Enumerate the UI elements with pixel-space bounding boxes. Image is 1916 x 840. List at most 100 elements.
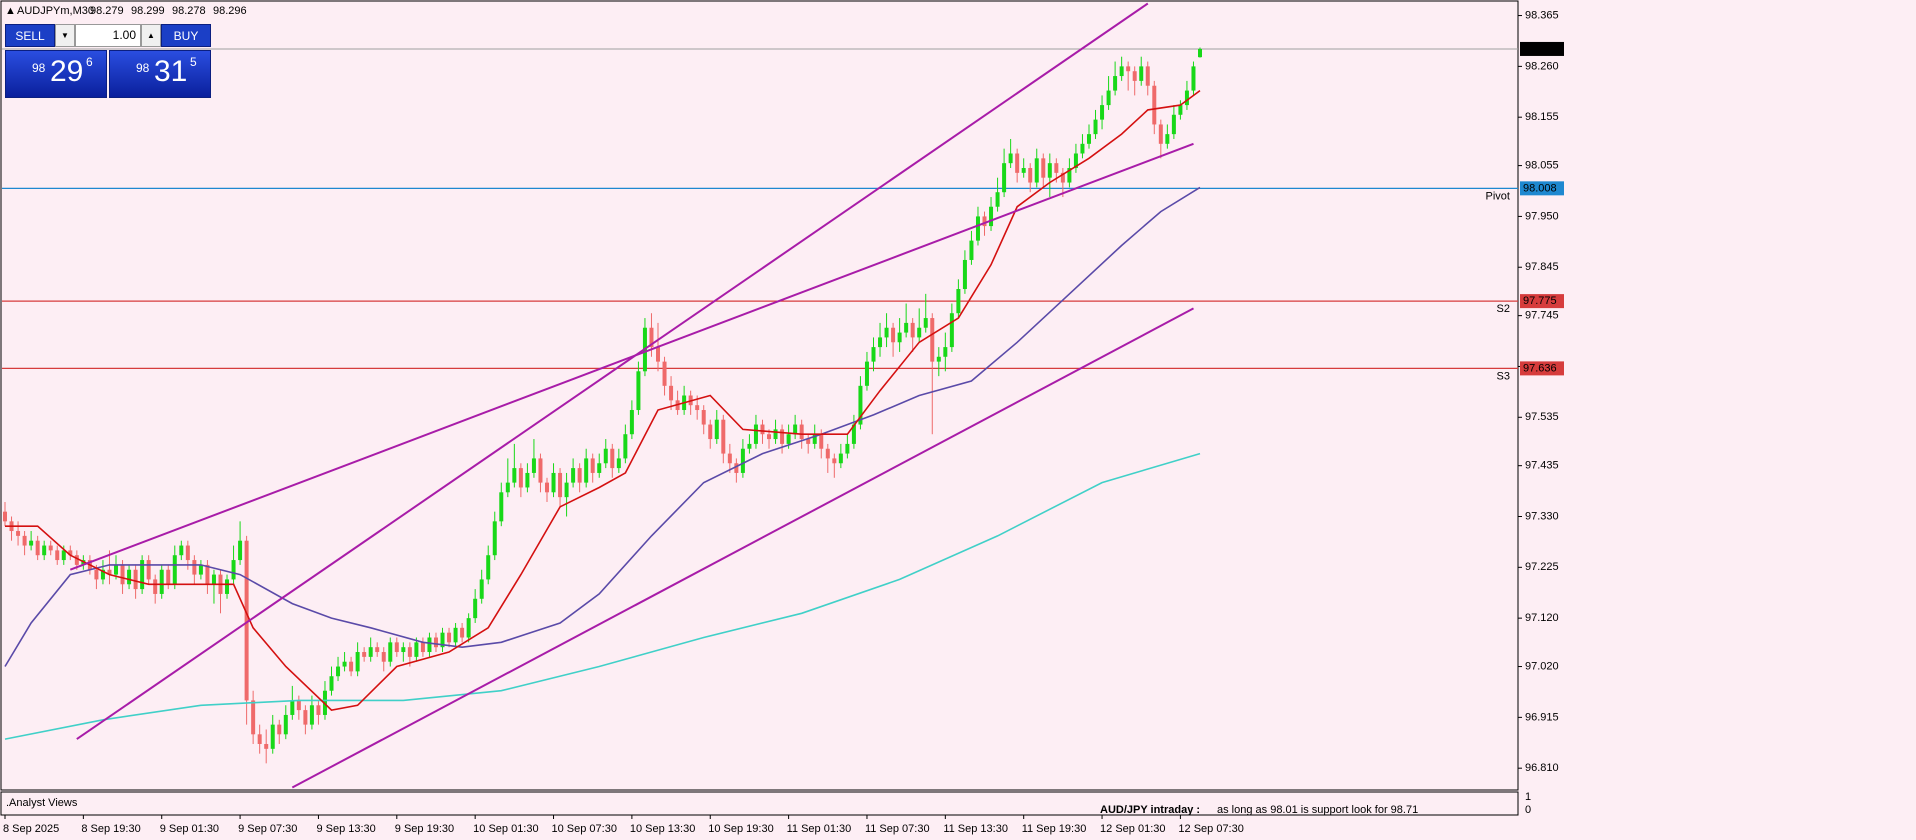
level-price-label: 97.636 (1523, 362, 1557, 374)
candle-body (388, 642, 393, 662)
candle-body (264, 743, 269, 749)
candle-body (231, 560, 236, 580)
candle-body (969, 240, 974, 260)
indicator-tick-label: 1 (1525, 791, 1531, 803)
candle-body (133, 569, 138, 590)
candle-body (656, 347, 661, 362)
candle-body (192, 560, 197, 575)
candle-body (851, 424, 856, 444)
candle-body (414, 642, 419, 657)
candle-body (1060, 172, 1065, 183)
indicator-tick-label: 0 (1525, 804, 1531, 816)
candle-body (453, 627, 458, 643)
candle-body (329, 676, 334, 691)
candle-body (1021, 168, 1026, 173)
bid-main: 29 (50, 55, 84, 88)
candle-body (355, 652, 360, 672)
moving-average (4, 452, 1201, 740)
candle-body (35, 540, 40, 556)
candle-body (1152, 85, 1157, 125)
candle-body (303, 710, 308, 725)
candle-body (407, 647, 412, 657)
candle-body (989, 206, 994, 227)
candle-body (244, 540, 249, 701)
candle-body (127, 569, 132, 585)
candle-body (153, 579, 158, 594)
candle-body (956, 289, 961, 314)
candle-body (185, 545, 190, 561)
lot-up[interactable]: ▲ (141, 24, 161, 47)
candle-body (1106, 90, 1111, 106)
candle-body (610, 448, 615, 469)
candle-body (499, 492, 504, 522)
candle-body (891, 327, 896, 343)
sell-button[interactable]: SELL (5, 24, 55, 47)
y-tick-label: 97.225 (1525, 561, 1559, 573)
candle-body (812, 434, 817, 444)
candle-body (172, 555, 177, 585)
trade-panel: SELL ▼ 1.00 ▲ BUY 98 29 6 98 31 5 (5, 24, 211, 98)
y-tick-label: 97.845 (1525, 261, 1559, 273)
candle-body (362, 652, 367, 657)
candle-body (727, 453, 732, 464)
y-tick-label: 97.020 (1525, 660, 1559, 672)
lot-input[interactable]: 1.00 (75, 24, 141, 47)
candle-body (205, 564, 210, 585)
candle-body (721, 419, 726, 454)
ask-main: 31 (154, 55, 188, 88)
candle-body (16, 531, 21, 536)
lot-down[interactable]: ▼ (55, 24, 75, 47)
candle-body (198, 564, 203, 575)
x-tick-label: 9 Sep 07:30 (238, 823, 297, 835)
candle-body (257, 734, 262, 744)
candle-body (512, 468, 517, 483)
x-tick-label: 11 Sep 07:30 (865, 823, 930, 835)
candle-body (486, 555, 491, 580)
candle-body (473, 598, 478, 619)
buy-button[interactable]: BUY (161, 24, 211, 47)
candle-body (309, 705, 314, 725)
bid-quote[interactable]: 98 29 6 (5, 50, 107, 98)
y-tick-label: 98.055 (1525, 160, 1559, 172)
symbol-icon: ▲ (5, 5, 16, 17)
candle-body (538, 458, 543, 483)
trendline (69, 142, 1194, 571)
candle-body (531, 458, 536, 473)
candle-body (753, 424, 758, 444)
candle-body (995, 192, 1000, 207)
x-tick-label: 10 Sep 07:30 (552, 823, 617, 835)
candle-body (1008, 153, 1013, 164)
candle-body (505, 482, 510, 493)
level-name: S3 (1497, 370, 1510, 382)
candle-body (238, 540, 243, 561)
candle-body (146, 560, 151, 580)
candle-body (140, 560, 145, 590)
candle-body (845, 443, 850, 454)
price-box (1520, 41, 1564, 56)
plot-frame (0, 0, 1519, 791)
candle-body (962, 259, 967, 290)
ask-quote[interactable]: 98 31 5 (109, 50, 211, 98)
candle-body (100, 569, 105, 580)
candle-body (551, 472, 556, 493)
candle-body (584, 458, 589, 483)
candle-body (401, 647, 406, 653)
x-tick-label: 8 Sep 19:30 (81, 823, 140, 835)
candle-body (786, 434, 791, 444)
candle-body (577, 468, 582, 483)
candle-body (1080, 143, 1085, 154)
candle-body (616, 458, 621, 469)
x-tick-label: 11 Sep 13:30 (943, 823, 1008, 835)
candle-body (949, 313, 954, 348)
candle-body (740, 448, 745, 473)
candle-body (571, 468, 576, 483)
analysis-text: as long as 98.01 is support look for 98.… (1217, 804, 1418, 816)
candle-body (923, 318, 928, 328)
y-tick-label: 97.120 (1525, 612, 1559, 624)
candle-body (760, 424, 765, 435)
trendline (76, 2, 1149, 740)
candle-body (55, 550, 60, 561)
candle-body (1119, 66, 1124, 77)
candle-body (394, 642, 399, 653)
